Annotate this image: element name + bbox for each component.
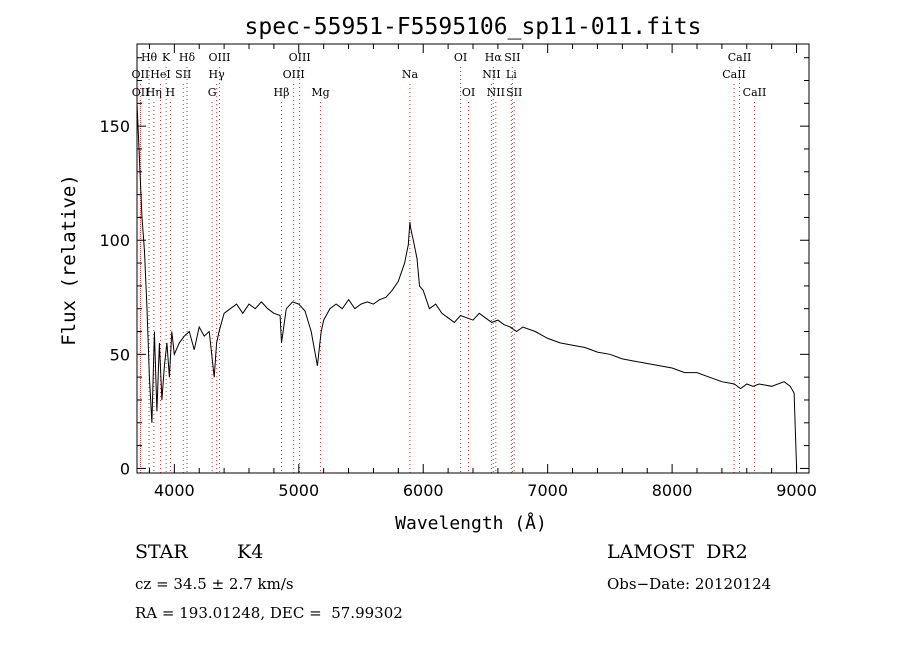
spectral-line-label: OIII	[283, 68, 305, 81]
spectral-line-label: OII	[132, 68, 150, 81]
y-tick-label: 100	[99, 231, 130, 250]
spectral-line-label: Hα	[485, 51, 503, 64]
spectral-line-label: CaII	[728, 51, 752, 64]
spectral-line-label: K	[162, 51, 171, 64]
coordinates: RA = 193.01248, DEC = 57.99302	[135, 604, 403, 622]
spectral-line-label: Mg	[311, 86, 329, 99]
survey-name: LAMOST DR2	[607, 541, 748, 563]
observation-date: Obs−Date: 20120124	[607, 575, 772, 593]
redshift-velocity: cz = 34.5 ± 2.7 km/s	[135, 575, 294, 593]
x-tick-label: 8000	[652, 481, 693, 500]
x-tick-label: 4000	[154, 481, 195, 500]
spectral-line-label: Li	[506, 68, 517, 81]
spectral-line-label: SII	[506, 86, 522, 99]
x-tick-label: 7000	[527, 481, 568, 500]
object-class: STAR	[135, 541, 188, 563]
spectral-line-label: OI	[462, 86, 475, 99]
spectral-line-label: OII	[132, 86, 150, 99]
chart-title: spec-55951-F5595106_sp11-011.fits	[245, 14, 702, 40]
subclass: K4	[237, 541, 264, 563]
spectral-line-label: SII	[175, 68, 191, 81]
spectral-line-label: Na	[402, 68, 419, 81]
spectral-line-label: Hβ	[274, 86, 290, 99]
spectral-line-label: NII	[487, 86, 505, 99]
spectral-line-label: SII	[504, 51, 520, 64]
spectral-line-label: OIII	[289, 51, 311, 64]
spectral-line-label: G	[208, 86, 217, 99]
spectral-line-label: CaII	[743, 86, 767, 99]
x-tick-label: 5000	[278, 481, 319, 500]
plot-frame	[136, 43, 810, 474]
y-axis-label: Flux (relative)	[58, 174, 80, 346]
y-tick-label: 150	[99, 117, 130, 136]
spectral-line-label: CaII	[722, 68, 746, 81]
spectral-line-label: OIII	[208, 51, 230, 64]
spectral-line-label: Hθ	[141, 51, 158, 64]
y-tick-label: 50	[110, 345, 130, 364]
x-axis-label: Wavelength (Å)	[395, 512, 547, 534]
spectral-line-label: Hη	[146, 86, 162, 99]
spectral-line-label: Hδ	[179, 51, 196, 64]
y-tick-label: 0	[120, 459, 130, 478]
x-tick-label: 6000	[403, 481, 444, 500]
spectral-line-label: H	[166, 86, 176, 99]
spectral-line-label: OI	[454, 51, 467, 64]
spectral-line-label: NII	[482, 68, 500, 81]
spectral-line-label: Hγ	[209, 68, 226, 81]
spectral-line-label: HeI	[150, 68, 170, 81]
x-tick-label: 9000	[776, 481, 817, 500]
spectrum-line	[136, 103, 798, 469]
